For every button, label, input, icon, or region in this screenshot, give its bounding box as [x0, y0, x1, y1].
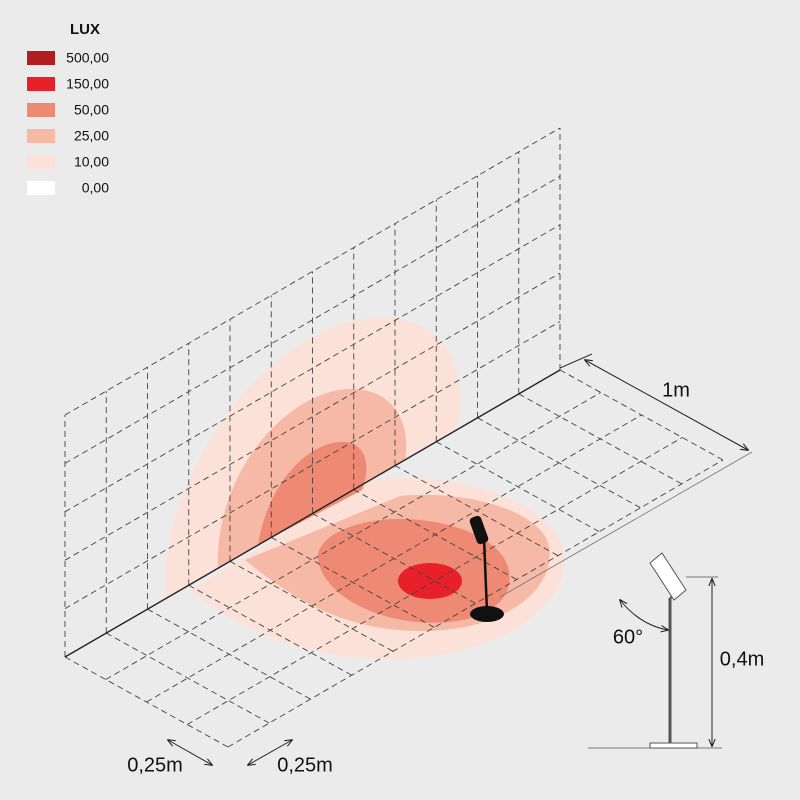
depth-label: 1m — [662, 379, 690, 401]
grid-line — [105, 392, 601, 680]
legend-label: 50,00 — [74, 102, 109, 118]
cell-dimension — [168, 740, 212, 765]
grid-line — [106, 632, 270, 724]
grid-line — [477, 417, 641, 509]
legend-swatch — [27, 103, 55, 117]
grid-line — [271, 537, 435, 628]
grid-line — [146, 414, 642, 703]
legend-label: 25,00 — [74, 128, 109, 144]
legend-swatch — [27, 129, 55, 143]
grid-line — [312, 513, 476, 604]
grid-line — [64, 272, 561, 561]
grid-line — [436, 441, 600, 533]
wall-base — [64, 369, 561, 658]
grid-line — [227, 459, 724, 748]
lamp — [469, 451, 753, 622]
legend: LUX 500,00 150,00 50,00 25,00 10,00 0,00 — [27, 21, 109, 196]
legend-title: LUX — [70, 21, 100, 38]
cell-label: 0,25m — [277, 754, 333, 776]
grid-line — [187, 437, 683, 725]
legend-swatch — [27, 51, 55, 65]
legend-label: 500,00 — [66, 50, 109, 66]
legend-swatch — [27, 77, 55, 91]
side-view — [588, 552, 722, 749]
legend-swatch — [27, 181, 55, 195]
depth-dimension — [585, 360, 748, 450]
cell-label: 0,25m — [127, 754, 183, 776]
legend-label: 150,00 — [66, 76, 109, 92]
legend-label: 0,00 — [82, 180, 109, 196]
grid-line — [64, 321, 561, 609]
floor-contour — [398, 563, 462, 599]
legend-label: 10,00 — [74, 154, 109, 170]
grid-line — [64, 127, 561, 416]
angle-label: 60° — [613, 626, 643, 648]
extension-line — [559, 353, 593, 369]
grid-line — [64, 224, 561, 513]
grid-line — [64, 175, 561, 464]
legend-swatch — [27, 155, 55, 169]
height-label: 0,4m — [720, 648, 764, 670]
cell-dimension — [248, 740, 292, 765]
